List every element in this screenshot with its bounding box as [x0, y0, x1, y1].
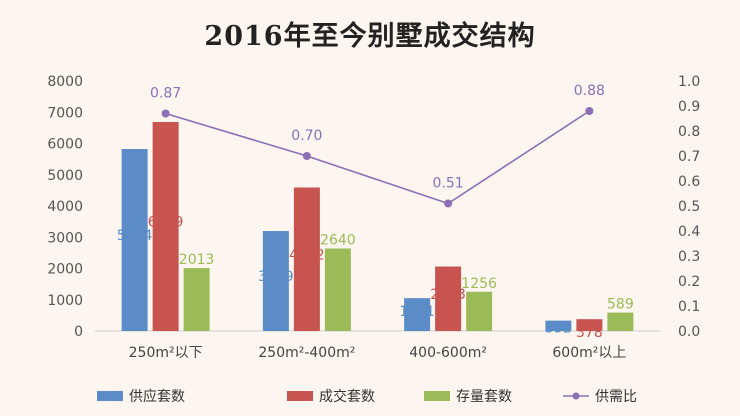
- legend-label: 供应套数: [129, 388, 185, 405]
- x-category-label: 600m²以上: [552, 345, 626, 361]
- ratio-value-label: 0.88: [574, 83, 605, 99]
- bar: [324, 248, 351, 331]
- y-left-tick-label: 7000: [47, 105, 83, 121]
- y-left-tick-label: 0: [74, 324, 83, 340]
- y-right-tick-label: 0.9: [678, 99, 700, 115]
- legend-swatch: [287, 391, 313, 401]
- chart-title: 2016年至今别墅成交结构: [204, 21, 536, 52]
- y-right-tick-label: 0.2: [678, 274, 700, 290]
- bar-value-label: 378: [576, 325, 603, 341]
- ratio-value-label: 0.51: [433, 176, 464, 192]
- legend-swatch: [424, 391, 450, 401]
- y-right-tick-label: 0.1: [678, 299, 700, 315]
- legend-swatch-marker: [572, 392, 580, 400]
- y-right-tick-label: 0.0: [678, 324, 700, 340]
- bar: [262, 231, 289, 331]
- x-category-label: 250m²以下: [129, 345, 203, 361]
- bar-value-label: 2063: [430, 287, 466, 303]
- bar-value-label: 1256: [461, 276, 497, 292]
- bar: [435, 266, 462, 331]
- y-right-tick-label: 0.7: [678, 149, 700, 165]
- bar: [466, 291, 493, 331]
- bar-value-label: 4592: [289, 247, 325, 263]
- y-left-tick-label: 5000: [47, 168, 83, 184]
- bar: [293, 187, 320, 331]
- ratio-value-label: 0.70: [291, 128, 322, 144]
- bar: [576, 319, 603, 331]
- legend-label: 供需比: [595, 389, 637, 405]
- bar-value-label: 332: [545, 321, 572, 337]
- bar: [183, 268, 210, 331]
- y-right-tick-label: 0.4: [678, 224, 700, 240]
- legend-label: 存量套数: [456, 389, 512, 405]
- y-left-tick-label: 3000: [47, 230, 83, 246]
- ratio-point: [302, 152, 311, 160]
- y-left-tick-label: 1000: [47, 293, 83, 309]
- bar-value-label: 2640: [320, 233, 356, 249]
- bar-value-label: 2013: [179, 252, 215, 268]
- bar-value-label: 5824: [117, 228, 153, 244]
- bar: [545, 320, 572, 331]
- ratio-point: [585, 107, 594, 115]
- y-left-tick-label: 6000: [47, 137, 83, 153]
- y-right-tick-label: 1.0: [678, 74, 700, 90]
- y-right-tick-label: 0.5: [678, 199, 700, 215]
- bar: [404, 298, 431, 331]
- y-right-tick-label: 0.3: [678, 249, 700, 265]
- ratio-value-label: 0.87: [150, 86, 181, 102]
- ratio-point: [161, 109, 170, 118]
- ratio-line: [165, 110, 590, 205]
- y-left-tick-label: 2000: [47, 262, 83, 278]
- bar-value-label: 3199: [258, 269, 294, 285]
- x-category-label: 250m²-400m²: [258, 345, 355, 361]
- y-right-tick-label: 0.8: [678, 124, 700, 140]
- bar-value-label: 589: [607, 297, 634, 313]
- x-category-label: 400-600m²: [409, 345, 487, 361]
- y-left-tick-label: 4000: [47, 199, 83, 215]
- y-right-tick-label: 0.6: [678, 174, 700, 190]
- legend-swatch: [97, 391, 123, 401]
- bar: [121, 149, 148, 331]
- y-left-tick-label: 8000: [47, 74, 83, 90]
- bar-value-label: 1051: [399, 304, 435, 320]
- bar: [607, 312, 634, 331]
- bar: [152, 121, 179, 331]
- bar-value-label: 6689: [148, 214, 184, 230]
- ratio-point: [444, 199, 453, 208]
- legend-label: 成交套数: [319, 388, 375, 405]
